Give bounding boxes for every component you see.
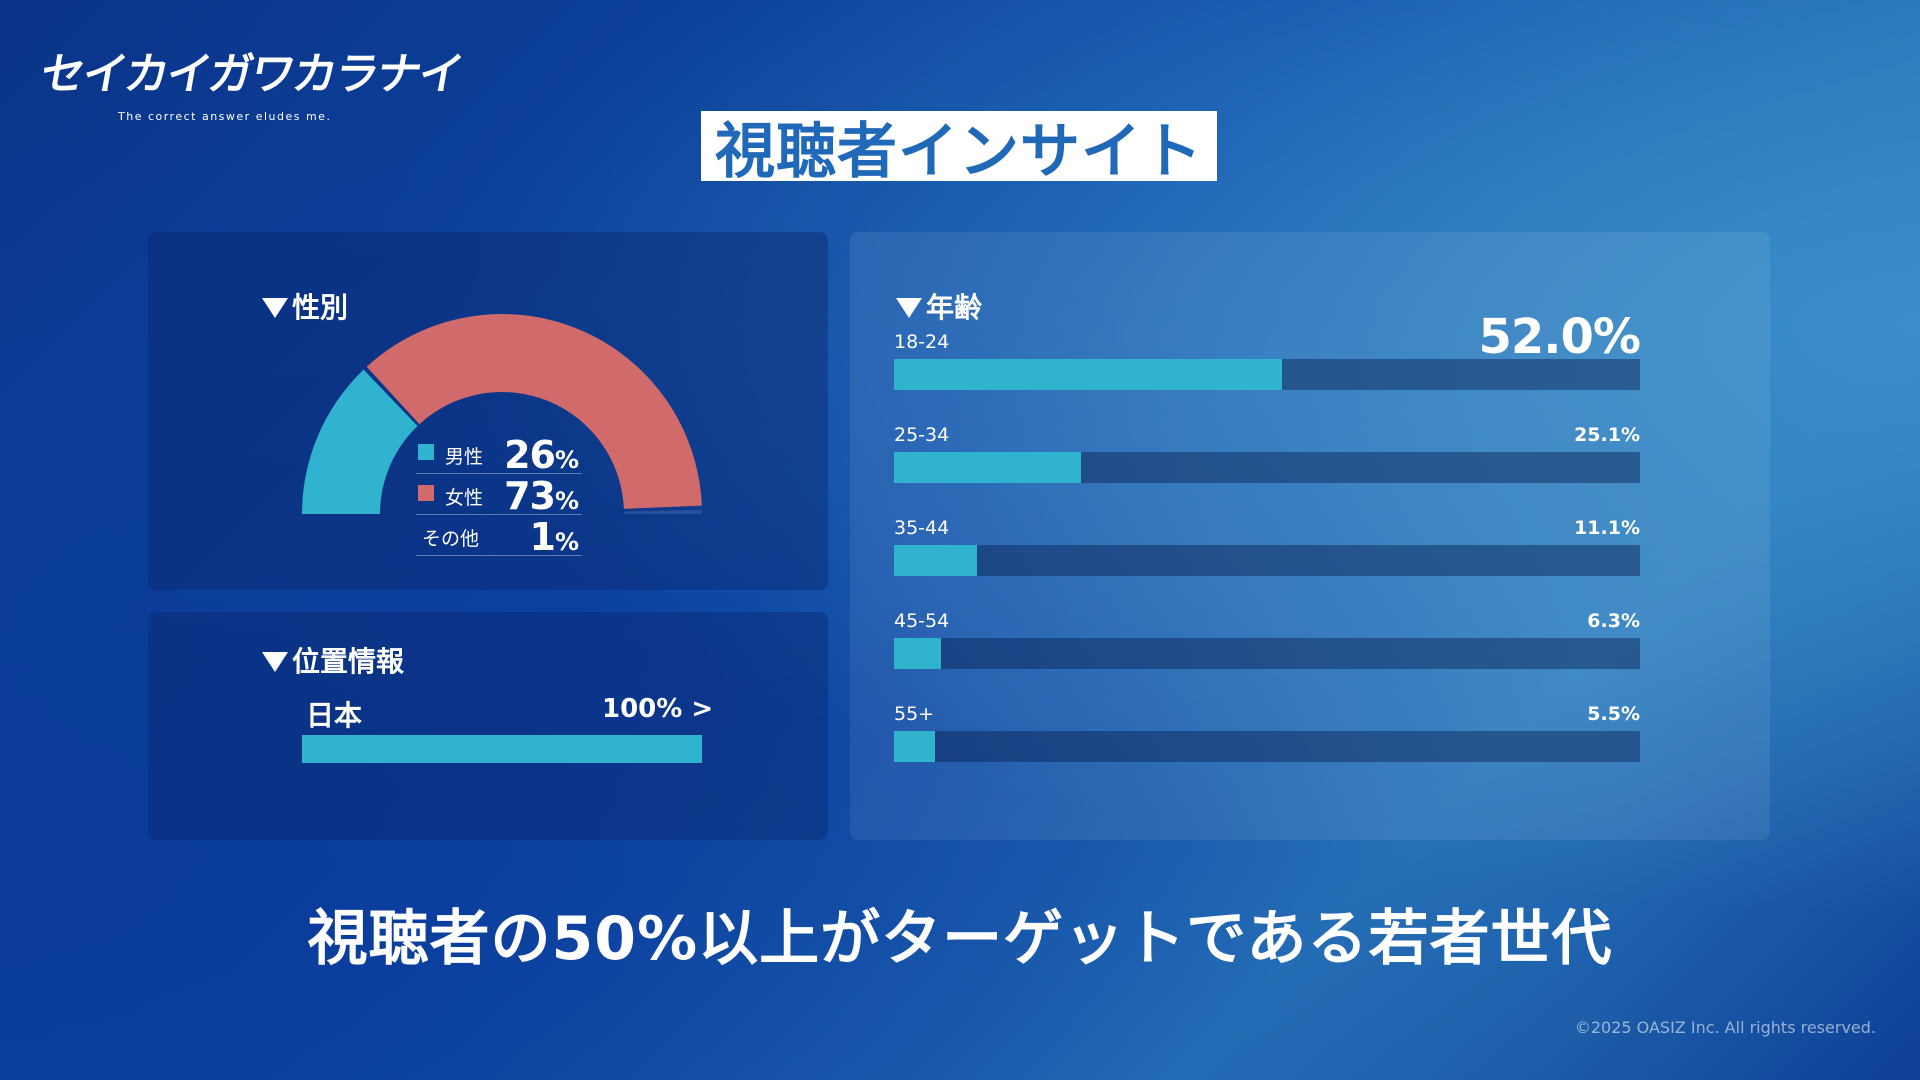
age-category-label: 25-34 [894, 424, 950, 446]
location-bar-fill [302, 735, 702, 763]
age-heading: 年齢 [896, 286, 982, 326]
donut-slice-male [302, 369, 418, 514]
brand-logo: セイカイガワカラナイ The correct answer eludes me. [37, 38, 466, 128]
legend-value-male: 26% [504, 433, 579, 477]
age-value-label: 52.0% [1478, 309, 1641, 365]
location-panel [148, 612, 828, 840]
age-bar-track [894, 545, 1640, 576]
age-value-label: 25.1% [1574, 424, 1640, 446]
age-row-45-54: 45-54 6.3% [894, 610, 1640, 690]
legend-swatch-female [418, 485, 434, 501]
age-bar [894, 359, 1282, 390]
legend-label-female: 女性 [445, 487, 484, 509]
triangle-down-icon [896, 298, 922, 318]
copyright-text: ©2025 OASIZ Inc. All rights reserved. [1574, 1018, 1876, 1037]
conclusion-text: 視聴者の50%以上がターゲットである若者世代 [307, 904, 1613, 974]
age-category-label: 45-54 [894, 610, 950, 632]
location-value[interactable]: 100% > [602, 694, 714, 724]
age-panel [850, 232, 1770, 840]
age-bar-track [894, 359, 1640, 390]
location-bar-track [302, 735, 702, 763]
legend-row-female: 女性 73% [416, 474, 582, 518]
location-heading: 位置情報 [262, 640, 404, 680]
logo-wordmark: セイカイガワカラナイ [36, 49, 466, 100]
donut-slice-other [623, 509, 702, 514]
location-heading-label: 位置情報 [292, 645, 405, 678]
age-row-25-34: 25-34 25.1% [894, 424, 1640, 504]
page-title: 視聴者インサイト [715, 116, 1203, 187]
age-value-label: 6.3% [1587, 610, 1640, 632]
age-row-18-24: 18-24 52.0% [894, 309, 1641, 411]
age-bar [894, 452, 1082, 483]
location-name: 日本 [306, 699, 363, 732]
triangle-down-icon [262, 652, 288, 672]
legend-swatch-male [418, 444, 434, 460]
age-value-label: 11.1% [1574, 517, 1640, 539]
page-title-box: 視聴者インサイト [701, 111, 1217, 187]
triangle-down-icon [262, 298, 288, 318]
gender-legend: 男性 26% 女性 73% その他 1% [416, 433, 582, 559]
age-bar-track [894, 638, 1640, 669]
legend-value-female: 73% [504, 474, 579, 518]
donut-slice-female [366, 314, 702, 509]
age-value-label: 5.5% [1587, 703, 1640, 725]
gender-panel [148, 232, 828, 590]
gender-donut-chart [302, 314, 702, 514]
age-row-55+: 55+ 5.5% [894, 703, 1640, 783]
legend-value-other: 1% [529, 515, 580, 559]
age-category-label: 35-44 [894, 517, 950, 539]
age-bar [894, 731, 936, 762]
age-bar [894, 638, 941, 669]
age-bar [894, 545, 977, 576]
age-row-35-44: 35-44 11.1% [894, 517, 1640, 597]
legend-row-other: その他 1% [416, 515, 582, 559]
legend-label-male: 男性 [445, 446, 484, 468]
age-category-label: 55+ [894, 703, 935, 725]
age-bar-track [894, 452, 1640, 483]
gender-heading: 性別 [262, 286, 348, 326]
gender-heading-label: 性別 [292, 291, 349, 324]
age-category-label: 18-24 [894, 331, 950, 353]
logo-tagline: The correct answer eludes me. [118, 110, 332, 123]
age-heading-label: 年齢 [926, 291, 983, 324]
age-bar-track [894, 731, 1640, 762]
legend-row-male: 男性 26% [416, 433, 582, 477]
legend-label-other: その他 [422, 528, 480, 550]
